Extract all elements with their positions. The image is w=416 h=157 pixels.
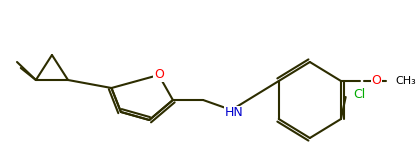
Text: CH₃: CH₃ (396, 76, 416, 86)
Text: O: O (154, 68, 163, 81)
Text: Cl: Cl (353, 89, 366, 101)
Text: HN: HN (225, 106, 244, 119)
Text: O: O (371, 75, 381, 87)
